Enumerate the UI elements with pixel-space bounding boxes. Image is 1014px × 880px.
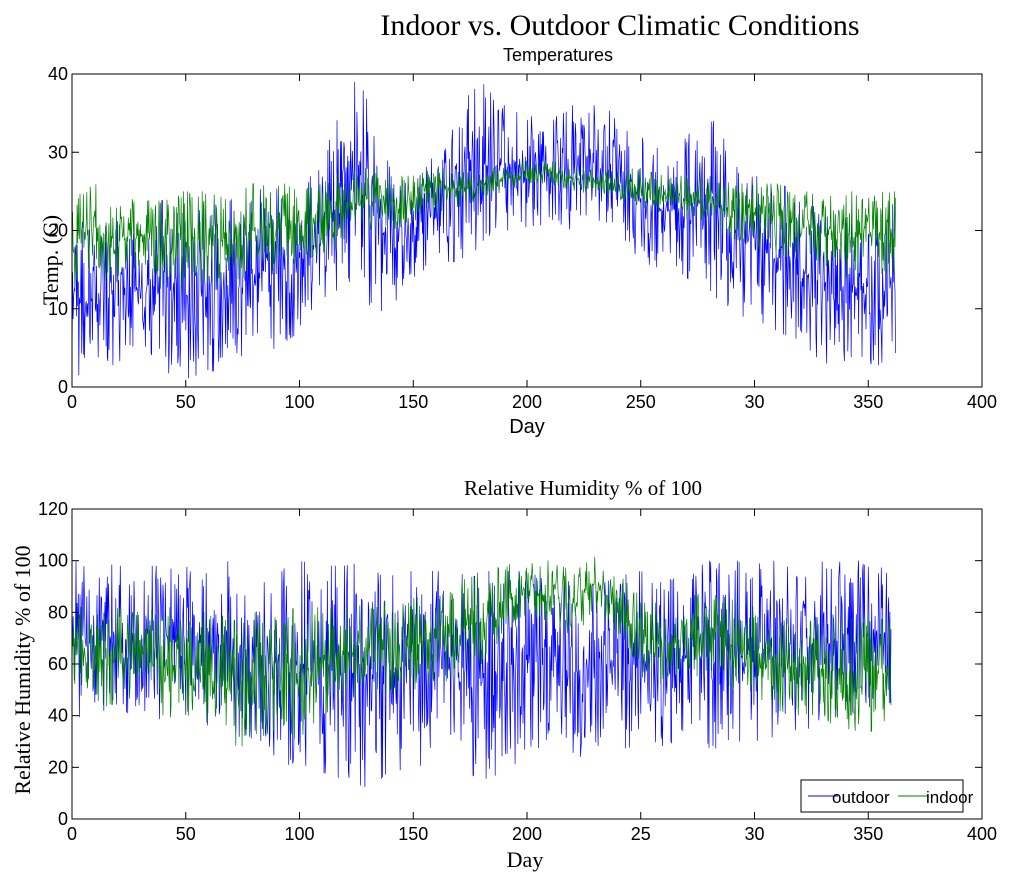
humidity-ytick-label: 60 [48, 654, 68, 674]
humidity-xtick-label: 25 [631, 824, 651, 844]
temperature-xtick-label: 150 [398, 392, 428, 412]
temperature-title: Temperatures [503, 45, 613, 65]
humidity-xlabel: Day [507, 847, 544, 872]
temperature-xlabel: Day [509, 416, 545, 438]
figure-suptitle: Indoor vs. Outdoor Climatic Conditions [380, 9, 859, 42]
humidity-xtick-label: 350 [853, 824, 883, 844]
humidity-ytick-label: 40 [48, 706, 68, 726]
temperature-xtick-label: 0 [67, 392, 77, 412]
humidity-xtick-label: 400 [967, 824, 997, 844]
humidity-ytick-label: 20 [48, 757, 68, 777]
temperature-xtick-label: 250 [626, 392, 656, 412]
temperature-axes: Temperatures 0 50 100 150 200 250 30 350 400 0 10 2… [38, 45, 997, 438]
humidity-series-group [71, 556, 892, 788]
temperature-ticks: 0 50 100 150 200 250 30 350 400 0 10 20 30 40 [48, 64, 997, 412]
humidity-legend: outdoor indoor [800, 779, 974, 813]
temperature-xtick-label: 30 [744, 392, 764, 412]
temperature-xtick-label: 200 [512, 392, 542, 412]
temperature-ytick-label: 30 [48, 142, 68, 162]
humidity-xtick-label: 30 [744, 824, 764, 844]
humidity-axes: Relative Humidity % of 100 0 50 100 150 200 2… [10, 476, 997, 872]
legend-label-outdoor: outdoor [832, 788, 890, 807]
humidity-ylabel: Relative Humidity % of 100 [10, 545, 35, 794]
humidity-xtick-label: 50 [176, 824, 196, 844]
legend-label-indoor: indoor [926, 788, 974, 807]
temperature-ytick-label: 0 [58, 377, 68, 397]
humidity-xtick-label: 100 [284, 824, 314, 844]
humidity-ytick-label: 120 [38, 499, 68, 519]
temperature-xtick-label: 350 [853, 392, 883, 412]
humidity-xtick-label: 150 [398, 824, 428, 844]
temperature-series-group [71, 81, 896, 379]
humidity-ticks: 0 50 100 150 200 25 30 350 400 0 20 40 60 80 100 120 [38, 499, 997, 844]
temperature-xtick-label: 50 [176, 392, 196, 412]
temperature-ylabel: Temp. (C) [38, 215, 63, 305]
temperature-ytick-label: 10 [48, 299, 68, 319]
humidity-series-indoor [71, 556, 892, 747]
temperature-xtick-label: 400 [967, 392, 997, 412]
temperature-ytick-label: 40 [48, 64, 68, 84]
temperature-xtick-label: 100 [284, 392, 314, 412]
humidity-ytick-label: 80 [48, 602, 68, 622]
humidity-title: Relative Humidity % of 100 [464, 476, 702, 500]
temperature-series-indoor [71, 159, 896, 291]
humidity-xtick-label: 0 [67, 824, 77, 844]
temperature-ytick-label: 20 [48, 221, 68, 241]
humidity-ytick-label: 100 [38, 551, 68, 571]
humidity-ytick-label: 0 [58, 809, 68, 829]
humidity-xtick-label: 200 [512, 824, 542, 844]
